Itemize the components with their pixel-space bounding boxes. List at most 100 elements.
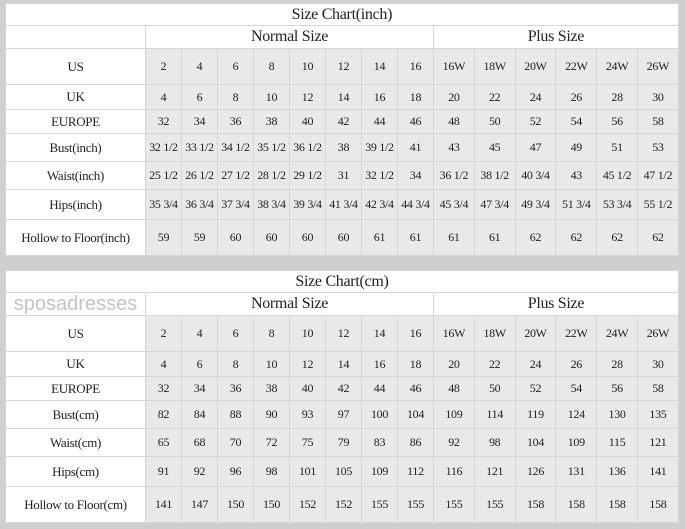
- size-value-cell: 50: [473, 109, 516, 134]
- size-value-cell: 14: [325, 351, 362, 377]
- size-value-cell: 12: [325, 48, 362, 85]
- size-chart-cm: Size Chart(cm) sposadresses Normal Size Plu…: [5, 270, 679, 523]
- size-value-cell: 24W: [596, 315, 638, 352]
- size-value-cell: 46: [397, 376, 434, 401]
- row-label: US: [5, 315, 146, 352]
- row-label: Hollow to Floor(cm): [5, 486, 146, 523]
- group-header-plus: Plus Size: [433, 292, 679, 316]
- size-value-cell: 96: [217, 456, 254, 487]
- size-value-cell: 155: [361, 486, 398, 523]
- size-value-cell: 147: [181, 486, 218, 523]
- size-value-cell: 4: [181, 315, 218, 352]
- size-value-cell: 135: [636, 400, 679, 429]
- size-value-cell: 124: [555, 400, 598, 429]
- size-value-cell: 62: [596, 219, 638, 256]
- size-value-cell: 22: [473, 351, 516, 377]
- size-value-cell: 8: [253, 315, 290, 352]
- size-value-cell: 60: [217, 219, 254, 256]
- size-value-cell: 24W: [596, 48, 638, 85]
- size-chart-inch: Size Chart(inch) Normal Size Plus Size US 2 4…: [5, 3, 679, 256]
- size-value-cell: 47: [514, 133, 557, 162]
- size-value-cell: 6: [217, 315, 254, 352]
- size-value-cell: 84: [181, 400, 218, 429]
- size-value-cell: 49 3/4: [514, 189, 557, 220]
- size-value-cell: 47 1/2: [636, 161, 679, 190]
- size-value-cell: 109: [555, 428, 598, 457]
- row-label: EUROPE: [5, 109, 146, 134]
- size-value-cell: 43: [433, 133, 475, 162]
- row-label: Hollow to Floor(inch): [5, 219, 146, 256]
- size-value-cell: 83: [361, 428, 398, 457]
- group-header-plus: Plus Size: [433, 25, 679, 49]
- size-value-cell: 22: [473, 84, 516, 110]
- size-value-cell: 41: [397, 133, 434, 162]
- size-value-cell: 51: [596, 133, 638, 162]
- table-row: Bust(inch) 32 1/2 33 1/2 34 1/2 35 1/2 36 1/2…: [5, 133, 679, 162]
- size-value-cell: 150: [217, 486, 254, 523]
- size-value-cell: 58: [636, 109, 679, 134]
- size-value-cell: 82: [145, 400, 182, 429]
- table-row: EUROPE 32 34 36 38 40 42 44 46 48 50 52 54 56 58: [5, 109, 679, 134]
- size-value-cell: 29 1/2: [289, 161, 326, 190]
- size-value-cell: 55 1/2: [636, 189, 679, 220]
- row-label: Bust(inch): [5, 133, 146, 162]
- size-value-cell: 33 1/2: [181, 133, 218, 162]
- size-value-cell: 61: [473, 219, 516, 256]
- size-value-cell: 45 3/4: [433, 189, 475, 220]
- size-value-cell: 40: [289, 376, 326, 401]
- size-value-cell: 26W: [636, 315, 679, 352]
- size-value-cell: 54: [555, 376, 598, 401]
- size-value-cell: 101: [289, 456, 326, 487]
- size-value-cell: 38 3/4: [253, 189, 290, 220]
- size-value-cell: 36 1/2: [433, 161, 475, 190]
- size-value-cell: 8: [253, 48, 290, 85]
- size-value-cell: 62: [555, 219, 598, 256]
- size-value-cell: 121: [636, 428, 679, 457]
- size-value-cell: 20W: [514, 48, 557, 85]
- row-label: EUROPE: [5, 376, 146, 401]
- size-value-cell: 46: [397, 109, 434, 134]
- size-value-cell: 62: [636, 219, 679, 256]
- table-row: US 2 4 6 8 10 12 14 16 16W 18W 20W 22W 24W 26W: [5, 315, 679, 352]
- row-label: UK: [5, 84, 146, 110]
- size-value-cell: 130: [596, 400, 638, 429]
- table-row: US 2 4 6 8 10 12 14 16 16W 18W 20W 22W 24W 26W: [5, 48, 679, 85]
- size-value-cell: 16: [361, 84, 398, 110]
- size-value-cell: 36: [217, 109, 254, 134]
- size-value-cell: 45: [473, 133, 516, 162]
- size-value-cell: 104: [514, 428, 557, 457]
- size-value-cell: 22W: [555, 315, 598, 352]
- size-value-cell: 141: [636, 456, 679, 487]
- size-value-cell: 45 1/2: [596, 161, 638, 190]
- size-value-cell: 152: [289, 486, 326, 523]
- size-value-cell: 20: [433, 84, 475, 110]
- size-value-cell: 10: [253, 84, 290, 110]
- size-value-cell: 121: [473, 456, 516, 487]
- size-value-cell: 60: [289, 219, 326, 256]
- size-value-cell: 34: [181, 109, 218, 134]
- size-value-cell: 43: [555, 161, 598, 190]
- size-value-cell: 56: [596, 109, 638, 134]
- size-value-cell: 150: [253, 486, 290, 523]
- group-header-normal: Normal Size: [145, 25, 434, 49]
- size-value-cell: 16: [397, 315, 434, 352]
- size-value-cell: 38: [253, 109, 290, 134]
- size-value-cell: 44: [361, 376, 398, 401]
- size-value-cell: 47 3/4: [473, 189, 516, 220]
- size-value-cell: 10: [253, 351, 290, 377]
- empty-header-cell: sposadresses: [5, 292, 146, 316]
- size-value-cell: 62: [514, 219, 557, 256]
- size-value-cell: 34: [181, 376, 218, 401]
- size-value-cell: 119: [514, 400, 557, 429]
- size-value-cell: 49: [555, 133, 598, 162]
- size-value-cell: 141: [145, 486, 182, 523]
- size-value-cell: 42 3/4: [361, 189, 398, 220]
- table-row: Hollow to Floor(inch) 59 59 60 60 60 60 61 61 61 6…: [5, 219, 679, 256]
- size-value-cell: 16W: [433, 315, 475, 352]
- size-value-cell: 60: [253, 219, 290, 256]
- size-value-cell: 10: [289, 315, 326, 352]
- size-value-cell: 61: [397, 219, 434, 256]
- size-value-cell: 34 1/2: [217, 133, 254, 162]
- size-value-cell: 6: [217, 48, 254, 85]
- size-value-cell: 52: [514, 376, 557, 401]
